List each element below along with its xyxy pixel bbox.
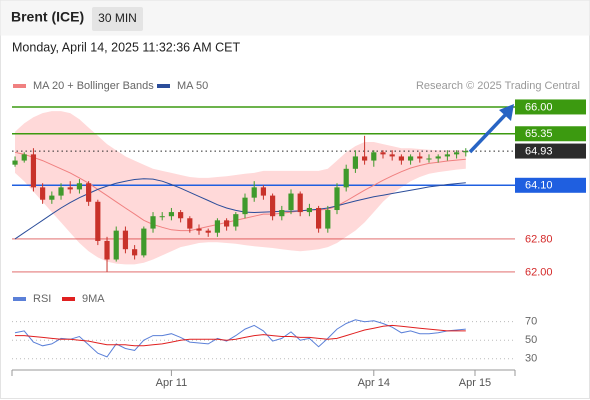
candle-body [352, 156, 358, 169]
candle-body [325, 210, 331, 229]
candle-body [21, 154, 27, 161]
candle-body [58, 187, 64, 196]
candle-body [334, 187, 340, 211]
candle-body [104, 240, 110, 260]
level-label-box [515, 177, 586, 193]
candle-body [214, 220, 221, 233]
y-tick-label: 70 [525, 316, 537, 328]
candle-body [113, 230, 119, 260]
candle-body [297, 193, 303, 213]
level-label: 64.93 [525, 145, 553, 157]
candle-body [122, 230, 129, 250]
instrument: Brent (ICE) [11, 9, 84, 25]
arrow-head [499, 104, 514, 121]
level-label: 65.35 [525, 128, 553, 140]
candle-body [435, 156, 441, 159]
candle-body [76, 183, 83, 190]
candle-body [389, 154, 395, 157]
level-label-box [515, 126, 586, 142]
legend-label: MA 20 + Bollinger Bands [33, 80, 154, 92]
candle-body [270, 195, 276, 217]
candle-body [233, 214, 239, 227]
level-label: 62.00 [525, 266, 553, 278]
x-tick-label: Apr 14 [358, 377, 390, 389]
timestamp: Monday, April 14, 2025 11:32:36 AM CET [12, 40, 241, 54]
candle-body [168, 212, 175, 217]
level-label: 66.00 [525, 101, 553, 113]
forecast-arrow [468, 110, 510, 154]
candle-body [67, 187, 73, 190]
legend-label: 9MA [82, 293, 105, 305]
candle-body [398, 156, 404, 161]
level-label-box [515, 99, 586, 115]
candle-body [205, 230, 211, 233]
candle-body [316, 207, 322, 229]
candle-body [444, 154, 450, 157]
candle-body [417, 156, 423, 159]
candle-body [361, 156, 368, 161]
interval-badge[interactable] [92, 7, 143, 31]
candle-body [30, 154, 37, 188]
candle-body [288, 193, 294, 211]
candle-body [260, 187, 267, 196]
candle-body [49, 195, 55, 200]
credit: Research © 2025 Trading Central [416, 80, 580, 92]
candle-body [380, 152, 386, 155]
candle-body [224, 220, 230, 227]
candle-body [150, 216, 156, 229]
x-tick-label: Apr 11 [156, 377, 188, 389]
candle-body [343, 168, 349, 188]
candle-body [132, 249, 138, 256]
interval[interactable]: 30 MIN [98, 11, 137, 25]
candle-body [306, 207, 313, 213]
level-label: 64.10 [525, 180, 553, 192]
level-label: 62.80 [525, 233, 553, 245]
legend-label: RSI [33, 293, 51, 305]
candle-body [178, 212, 184, 219]
candle-body [12, 160, 18, 165]
candle-body [86, 183, 92, 202]
y-tick-label: 30 [525, 353, 537, 365]
candle-body [279, 210, 285, 217]
indicator-line [14, 319, 466, 358]
candle-body [242, 197, 248, 215]
candle-body [40, 187, 46, 200]
top-bar [0, 0, 590, 36]
candle-body [141, 228, 147, 256]
y-tick-label: 50 [525, 334, 537, 346]
candle-body [371, 152, 377, 161]
candle-body [196, 228, 202, 231]
candle-body [453, 152, 460, 155]
candle-body [159, 216, 165, 218]
bollinger-band [15, 111, 466, 265]
candle-body [426, 158, 432, 160]
candle-body [95, 201, 101, 241]
candle-body [407, 156, 414, 161]
candle-body [187, 218, 193, 229]
x-tick-label: Apr 15 [459, 377, 491, 389]
level-label-box [515, 143, 586, 159]
candle-body [463, 151, 469, 153]
legend-label: MA 50 [177, 80, 208, 92]
candle-body [251, 187, 257, 198]
indicator-line [15, 324, 466, 347]
plot: 66.00 65.35 64.93 64.10 62.80 62.00 MA 20 + Bo… [11, 80, 586, 389]
